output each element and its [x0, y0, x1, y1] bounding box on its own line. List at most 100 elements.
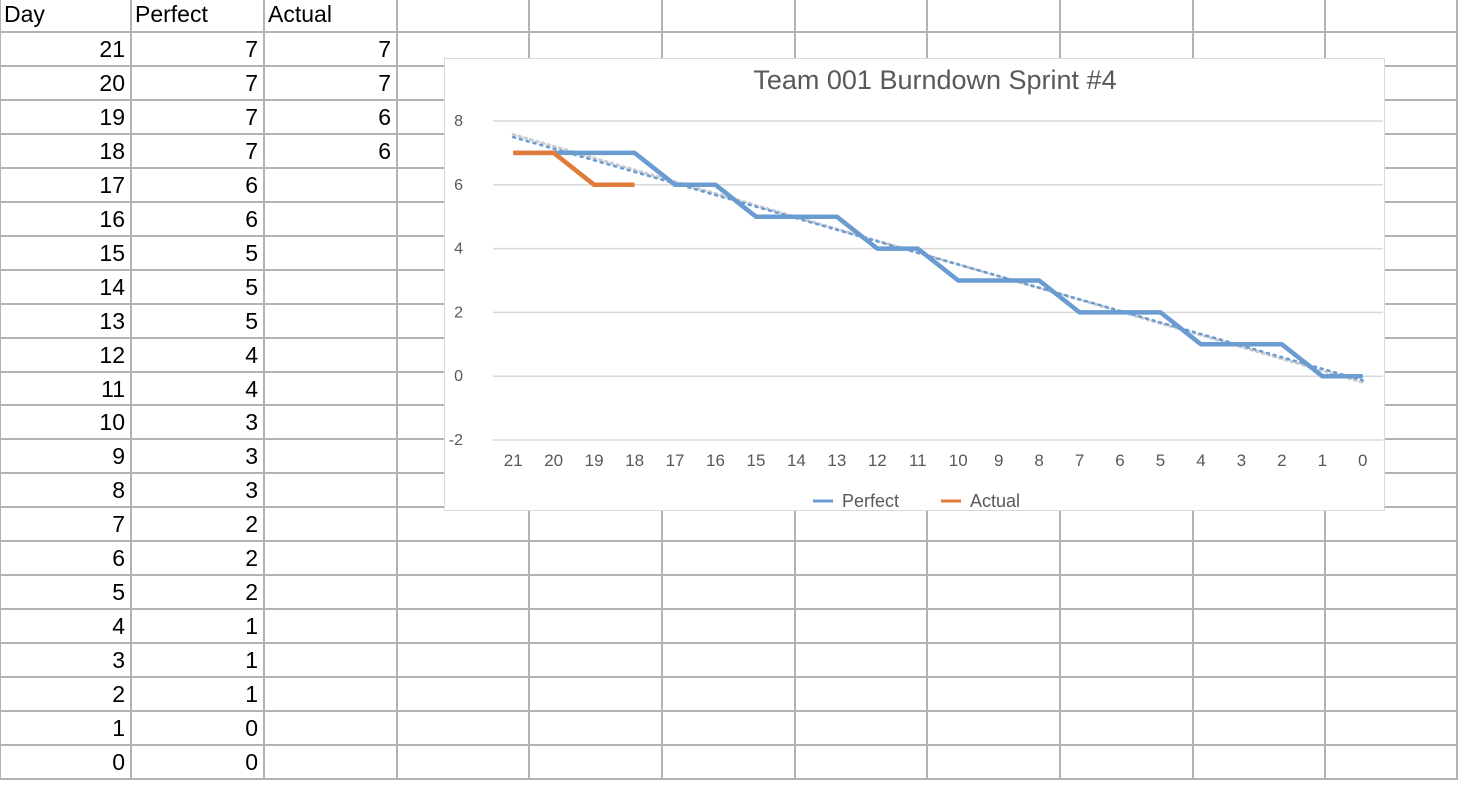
chart-title: Team 001 Burndown Sprint #4	[753, 65, 1116, 95]
grid-column-line	[0, 0, 1, 780]
series-line-perfect	[513, 150, 1363, 379]
cell-day[interactable]: 7	[112, 511, 125, 538]
grid-column-line	[1456, 0, 1458, 780]
cell-perfect[interactable]: 5	[245, 307, 258, 334]
grid-row-line	[0, 676, 1458, 679]
cell-day[interactable]: 14	[99, 273, 125, 300]
cell-day[interactable]: 1	[112, 715, 125, 741]
y-tick-label: -2	[449, 432, 463, 449]
legend-label-perfect: Perfect	[842, 491, 899, 511]
y-tick-label: 4	[454, 241, 463, 258]
cell-day[interactable]: 3	[112, 647, 125, 674]
cell-actual[interactable]: 6	[378, 103, 391, 130]
x-tick-label: 1	[1318, 451, 1327, 470]
cell-actual[interactable]: 7	[378, 69, 391, 96]
cell-day[interactable]: 15	[99, 239, 125, 266]
grid-column-line	[130, 0, 132, 780]
grid-row-line	[0, 642, 1458, 645]
grid-row-line	[0, 777, 1458, 780]
x-tick-label: 7	[1075, 451, 1084, 470]
grid-row-line	[0, 743, 1458, 746]
cell-perfect[interactable]: 3	[245, 409, 258, 436]
cell-perfect[interactable]: 4	[245, 375, 258, 402]
cell-actual[interactable]: 6	[378, 137, 391, 164]
chart-trendlines	[511, 133, 1365, 384]
cell-day[interactable]: 18	[99, 137, 125, 164]
cell-perfect[interactable]: 1	[245, 647, 258, 674]
header-cell-actual[interactable]: Actual	[268, 1, 332, 27]
legend-label-actual: Actual	[970, 491, 1020, 511]
x-tick-label: 8	[1034, 451, 1043, 470]
cell-perfect[interactable]: 3	[245, 443, 258, 470]
cell-perfect[interactable]: 7	[245, 103, 258, 130]
cell-day[interactable]: 21	[99, 36, 125, 62]
cell-perfect[interactable]: 2	[245, 545, 258, 572]
burndown-chart[interactable]: Team 001 Burndown Sprint #4 -2 0 2 4 6 8 21 20 19…	[444, 58, 1385, 511]
cell-perfect[interactable]: 5	[245, 239, 258, 266]
cell-perfect[interactable]: 0	[245, 748, 258, 775]
y-tick-label: 0	[454, 368, 463, 385]
cell-day[interactable]: 9	[112, 443, 125, 470]
cell-perfect[interactable]: 6	[245, 171, 258, 198]
grid-row-line	[0, 31, 1458, 33]
cell-day[interactable]: 16	[99, 205, 125, 232]
cell-day[interactable]: 8	[112, 477, 125, 504]
cell-day[interactable]: 10	[99, 409, 125, 436]
cell-perfect[interactable]: 7	[245, 36, 258, 62]
x-tick-label: 0	[1358, 451, 1367, 470]
cell-day[interactable]: 17	[99, 171, 125, 198]
cell-day[interactable]: 11	[101, 375, 125, 402]
cell-perfect[interactable]: 5	[245, 273, 258, 300]
x-tick-label: 4	[1196, 451, 1205, 470]
cell-perfect[interactable]: 3	[245, 477, 258, 504]
cell-perfect[interactable]: 2	[245, 579, 258, 606]
x-tick-label: 2	[1277, 451, 1286, 470]
cell-day[interactable]: 6	[112, 545, 125, 572]
grid-row-line	[0, 574, 1458, 577]
grid-row-line	[0, 608, 1458, 611]
x-tick-label: 18	[625, 451, 644, 470]
cell-day[interactable]: 4	[112, 613, 125, 640]
trendline-perfect	[511, 135, 1365, 382]
series-line-actual	[513, 150, 635, 188]
y-tick-label: 8	[454, 113, 463, 130]
cell-actual[interactable]: 7	[378, 36, 391, 62]
x-tick-label: 12	[868, 451, 887, 470]
cell-perfect[interactable]: 1	[245, 613, 258, 640]
chart-series	[513, 150, 1363, 379]
cell-day[interactable]: 2	[112, 681, 125, 708]
x-tick-label: 3	[1237, 451, 1246, 470]
x-tick-label: 6	[1115, 451, 1124, 470]
cell-day[interactable]: 19	[99, 103, 125, 130]
cell-day[interactable]: 20	[99, 69, 125, 96]
x-tick-label: 19	[585, 451, 604, 470]
header-cell-perfect[interactable]: Perfect	[135, 1, 208, 27]
x-tick-label: 20	[544, 451, 563, 470]
cell-day[interactable]: 12	[99, 341, 125, 368]
cell-perfect[interactable]: 7	[245, 137, 258, 164]
x-tick-label: 9	[994, 451, 1003, 470]
header-cell-day[interactable]: Day	[4, 1, 45, 27]
x-tick-label: 21	[504, 451, 523, 470]
x-tick-label: 5	[1156, 451, 1165, 470]
grid-column-line	[263, 0, 265, 780]
cell-day[interactable]: 5	[112, 579, 125, 606]
chart-gridlines	[493, 120, 1383, 441]
y-tick-label: 2	[454, 304, 463, 321]
cell-perfect[interactable]: 6	[245, 205, 258, 232]
cell-perfect[interactable]: 1	[245, 681, 258, 708]
cell-day[interactable]: 0	[112, 748, 125, 775]
grid-column-line	[396, 0, 398, 780]
cell-day[interactable]: 13	[99, 307, 125, 334]
x-tick-label: 10	[949, 451, 968, 470]
grid-row-line	[0, 710, 1458, 712]
cell-perfect[interactable]: 4	[245, 341, 258, 368]
x-tick-label: 17	[666, 451, 685, 470]
cell-perfect[interactable]: 0	[245, 715, 258, 741]
x-tick-label: 13	[827, 451, 846, 470]
cell-perfect[interactable]: 2	[245, 511, 258, 538]
cell-perfect[interactable]: 7	[245, 69, 258, 96]
grid-row-line	[0, 540, 1458, 543]
